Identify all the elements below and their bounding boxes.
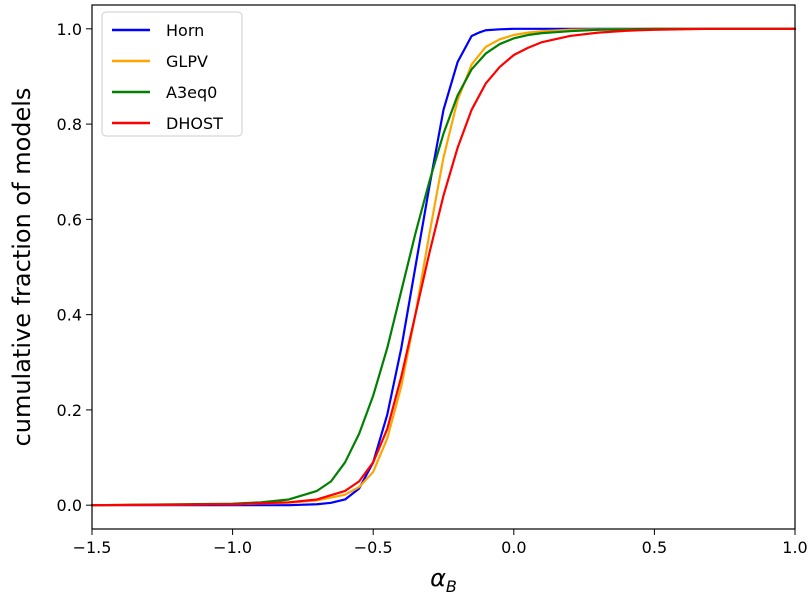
x-tick-label: 0.0 [501,538,526,557]
series-line-horn [90,27,797,507]
legend-label-horn: Horn [166,21,204,40]
y-tick-label: 0.8 [57,115,82,134]
y-tick-label: 0.6 [57,210,82,229]
legend-label-dhost: DHOST [166,114,223,133]
series-line-glpv [90,27,797,507]
y-tick-label: 0.0 [57,496,82,515]
y-axis-ticks: 0.0 0.2 0.4 0.6 0.8 1.0 [57,20,92,515]
legend-box [101,11,243,137]
x-tick-label: 1.0 [782,538,807,557]
y-tick-label: 0.4 [57,306,82,325]
y-tick-label: 1.0 [57,20,82,39]
legend: Horn GLPV A3eq0 DHOST [101,11,243,137]
legend-label-glpv: GLPV [166,52,208,71]
x-axis-ticks: −1.5 −1.0 −0.5 0.0 0.5 1.0 [73,529,808,557]
y-tick-label: 0.2 [57,401,82,420]
x-tick-label: 0.5 [642,538,667,557]
x-axis-label: αB [430,564,457,596]
plot-frame [91,4,796,530]
x-tick-label: −1.0 [213,538,252,557]
x-tick-label: −1.5 [73,538,112,557]
y-axis-label: cumulative fraction of models [8,88,36,447]
series-line-dhost [90,27,797,507]
series-layer [90,27,797,507]
legend-label-a3eq0: A3eq0 [166,83,217,102]
series-line-a3eq0 [90,27,797,507]
x-tick-label: −0.5 [354,538,393,557]
